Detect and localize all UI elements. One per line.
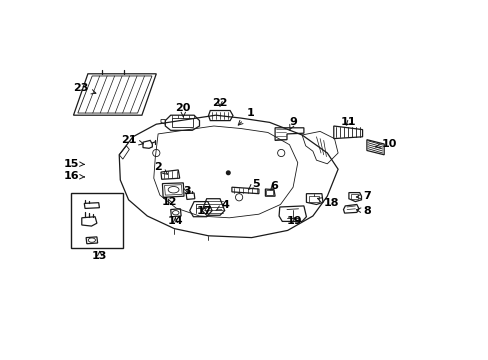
- Text: 6: 6: [270, 181, 278, 191]
- Text: 2: 2: [154, 162, 167, 174]
- Text: 3: 3: [183, 186, 190, 196]
- Text: 4: 4: [216, 200, 228, 211]
- Bar: [266, 190, 272, 195]
- Text: 14: 14: [167, 216, 183, 226]
- Circle shape: [226, 171, 230, 175]
- Text: 19: 19: [286, 216, 302, 226]
- Text: 7: 7: [356, 191, 370, 201]
- Text: 10: 10: [375, 139, 396, 149]
- Text: 21: 21: [121, 135, 143, 145]
- Text: 16: 16: [63, 171, 84, 181]
- Text: 11: 11: [341, 117, 356, 127]
- Text: 13: 13: [92, 251, 107, 261]
- Bar: [71, 193, 123, 248]
- Text: 1: 1: [238, 108, 254, 125]
- Text: 18: 18: [317, 198, 339, 208]
- Text: 20: 20: [175, 103, 191, 117]
- Text: 9: 9: [288, 117, 296, 130]
- Bar: [308, 196, 318, 202]
- Bar: [171, 118, 193, 127]
- Text: 8: 8: [356, 206, 370, 216]
- Text: 22: 22: [212, 98, 227, 108]
- Text: 5: 5: [248, 179, 259, 189]
- Bar: [350, 194, 357, 199]
- Text: 15: 15: [63, 159, 84, 169]
- Text: 23: 23: [74, 83, 96, 94]
- Text: 12: 12: [162, 197, 177, 207]
- Text: 17: 17: [196, 206, 211, 216]
